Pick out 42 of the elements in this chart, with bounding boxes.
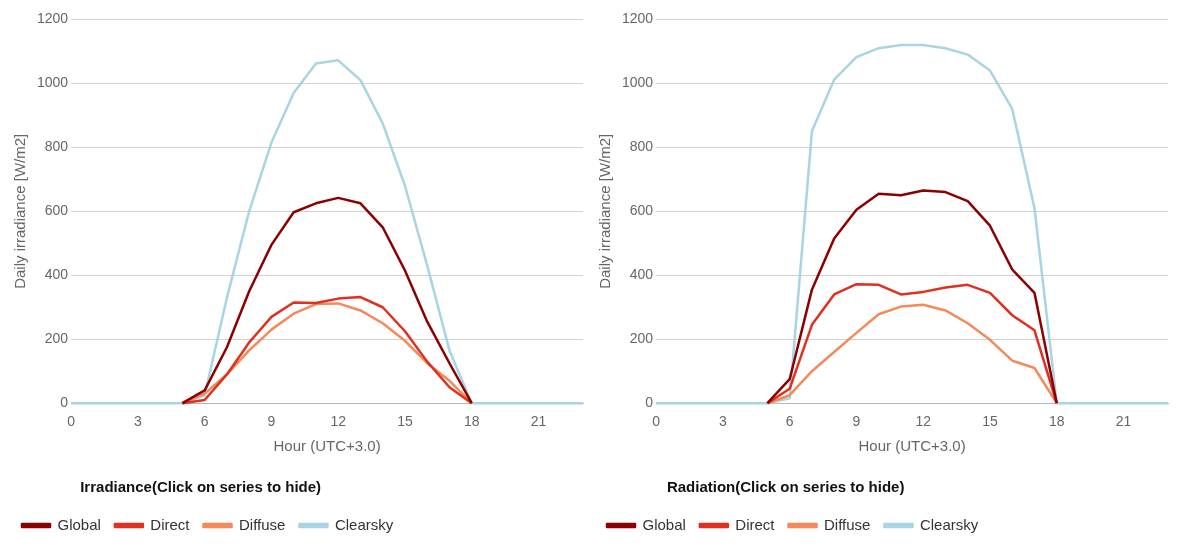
x-tick-label: 21 [1115,413,1132,430]
y-tick-label: 1000 [36,74,69,91]
x-tick-label: 12 [330,413,347,430]
legend-title: Radiation(Click on series to hide) [666,477,905,495]
x-tick-label: 12 [915,413,932,430]
legend-title: Irradiance(Click on series to hide) [80,477,322,495]
y-tick-label: 600 [629,202,654,219]
y-tick-label: 800 [629,138,654,155]
x-tick-label: 21 [530,413,547,430]
y-tick-label: 400 [629,266,654,283]
y-tick-label: 0 [645,394,654,411]
y-tick-label: 1200 [621,10,654,27]
x-tick-label: 15 [397,413,413,430]
y-axis-title: Daily irradiance [W/m2] [11,133,29,289]
x-tick-label: 3 [134,413,143,430]
y-axis-title: Daily irradiance [W/m2] [596,133,614,289]
y-tick-label: 200 [44,330,69,347]
legend-label: Clearsky [919,515,979,533]
y-tick-label: 0 [60,394,69,411]
x-tick-label: 3 [719,413,728,430]
legend-label: Global [642,515,686,533]
y-tick-label: 1000 [621,74,654,91]
y-tick-label: 600 [44,202,69,219]
legend-label: Global [57,515,101,533]
legend-label: Clearsky [334,515,394,533]
y-tick-label: 200 [629,330,654,347]
x-tick-label: 15 [982,413,998,430]
legend-label: Diffuse [824,515,871,533]
x-tick-label: 9 [267,413,276,430]
legend-label: Direct [150,515,191,533]
x-tick-label: 6 [200,413,209,430]
y-tick-label: 400 [44,266,69,283]
x-tick-label: 6 [785,413,794,430]
x-axis-title: Hour (UTC+3.0) [858,437,966,455]
legend-label: Diffuse [239,515,286,533]
y-tick-label: 1200 [36,10,69,27]
x-tick-label: 18 [1048,413,1065,430]
x-tick-label: 18 [463,413,480,430]
y-tick-label: 800 [44,138,69,155]
legend-label: Direct [735,515,776,533]
x-tick-label: 9 [852,413,861,430]
x-axis-title: Hour (UTC+3.0) [273,437,381,455]
